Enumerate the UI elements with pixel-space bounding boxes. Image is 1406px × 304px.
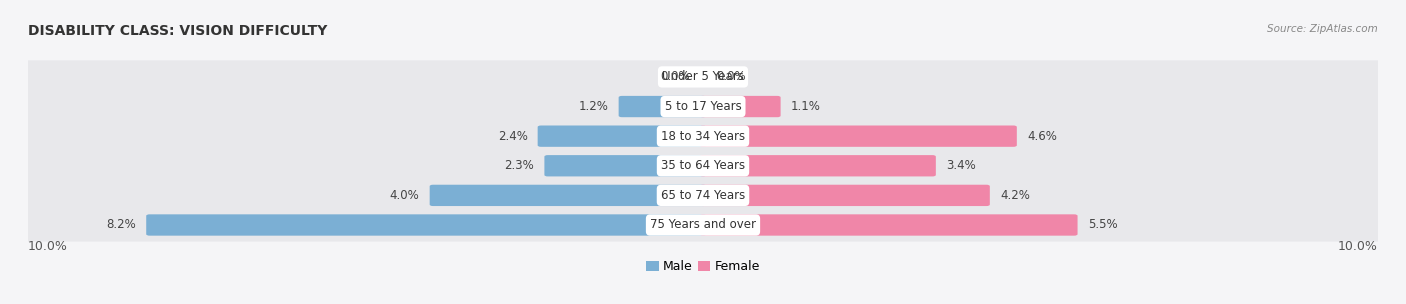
FancyBboxPatch shape bbox=[18, 149, 1388, 182]
FancyBboxPatch shape bbox=[18, 119, 1388, 153]
Text: 35 to 64 Years: 35 to 64 Years bbox=[661, 159, 745, 172]
FancyBboxPatch shape bbox=[430, 185, 706, 206]
FancyBboxPatch shape bbox=[544, 155, 706, 176]
Text: 0.0%: 0.0% bbox=[659, 71, 689, 83]
Text: 8.2%: 8.2% bbox=[107, 219, 136, 232]
Text: DISABILITY CLASS: VISION DIFFICULTY: DISABILITY CLASS: VISION DIFFICULTY bbox=[28, 24, 328, 38]
FancyBboxPatch shape bbox=[619, 96, 706, 117]
Text: 10.0%: 10.0% bbox=[28, 240, 67, 253]
FancyBboxPatch shape bbox=[146, 214, 706, 236]
Text: 3.4%: 3.4% bbox=[946, 159, 976, 172]
Text: 4.6%: 4.6% bbox=[1026, 130, 1057, 143]
Text: 0.0%: 0.0% bbox=[717, 71, 747, 83]
FancyBboxPatch shape bbox=[700, 96, 780, 117]
Text: 2.4%: 2.4% bbox=[498, 130, 527, 143]
FancyBboxPatch shape bbox=[18, 209, 1388, 242]
Text: 65 to 74 Years: 65 to 74 Years bbox=[661, 189, 745, 202]
Text: 10.0%: 10.0% bbox=[1339, 240, 1378, 253]
FancyBboxPatch shape bbox=[700, 155, 936, 176]
FancyBboxPatch shape bbox=[537, 126, 706, 147]
Text: Source: ZipAtlas.com: Source: ZipAtlas.com bbox=[1267, 24, 1378, 34]
Text: 1.1%: 1.1% bbox=[790, 100, 821, 113]
Text: 4.0%: 4.0% bbox=[389, 189, 419, 202]
FancyBboxPatch shape bbox=[18, 179, 1388, 212]
Text: 1.2%: 1.2% bbox=[579, 100, 609, 113]
FancyBboxPatch shape bbox=[700, 214, 1077, 236]
FancyBboxPatch shape bbox=[700, 126, 1017, 147]
Text: 4.2%: 4.2% bbox=[1000, 189, 1029, 202]
FancyBboxPatch shape bbox=[18, 60, 1388, 94]
Text: 5.5%: 5.5% bbox=[1088, 219, 1118, 232]
FancyBboxPatch shape bbox=[700, 185, 990, 206]
Text: 5 to 17 Years: 5 to 17 Years bbox=[665, 100, 741, 113]
FancyBboxPatch shape bbox=[18, 90, 1388, 123]
Text: 18 to 34 Years: 18 to 34 Years bbox=[661, 130, 745, 143]
Legend: Male, Female: Male, Female bbox=[641, 255, 765, 278]
Text: 2.3%: 2.3% bbox=[505, 159, 534, 172]
Text: Under 5 Years: Under 5 Years bbox=[662, 71, 744, 83]
Text: 75 Years and over: 75 Years and over bbox=[650, 219, 756, 232]
